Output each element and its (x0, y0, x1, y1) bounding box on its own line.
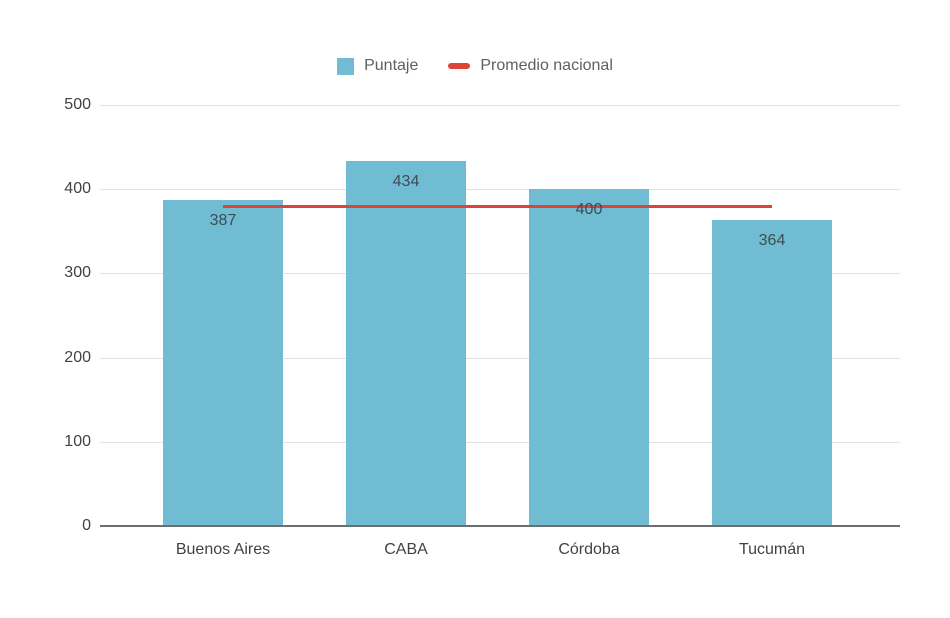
gridline-300 (100, 273, 900, 275)
legend-label-puntaje: Puntaje (364, 57, 419, 74)
bar-value-label: 434 (392, 172, 420, 190)
legend-label-promedio-nacional: Promedio nacional (480, 57, 613, 74)
gridline-100 (100, 441, 900, 443)
x-axis-label-buenos-aires: Buenos Aires (175, 541, 271, 558)
y-tick-label-0: 0 (82, 517, 91, 534)
promedio-nacional-line[interactable] (223, 205, 772, 209)
plot-area: 0 100 200 300 400 500 387 Buenos Aires 434 CABA 40… (64, 96, 900, 558)
bar-series-swatch-icon (337, 57, 355, 75)
line-series-swatch-icon (448, 63, 471, 69)
bar-value-label: 364 (758, 231, 786, 249)
gridline-200 (100, 357, 900, 359)
y-tick-label-200: 200 (64, 348, 91, 366)
y-tick-label-300: 300 (64, 264, 91, 282)
bar-córdoba[interactable] (529, 189, 649, 526)
x-axis-label-córdoba: Córdoba (558, 541, 620, 558)
y-tick-label-400: 400 (64, 180, 91, 198)
bar-caba[interactable] (346, 160, 466, 526)
legend-item-puntaje: Puntaje (337, 57, 418, 75)
bar-buenos-aires[interactable] (163, 200, 283, 526)
legend-item-promedio-nacional: Promedio nacional (448, 57, 613, 75)
bar-value-label: 387 (209, 212, 237, 230)
y-tick-label-100: 100 (64, 432, 91, 450)
bar-value-label: 400 (575, 201, 603, 219)
x-axis-label-tucumán: Tucumán (738, 541, 806, 558)
x-axis-label-caba: CABA (384, 541, 428, 558)
x-axis-baseline (100, 525, 900, 527)
y-tick-label-500: 500 (64, 96, 91, 113)
gridline-400 (100, 189, 900, 191)
gridline-500 (100, 105, 900, 106)
legend: Puntaje Promedio nacional (0, 57, 950, 75)
bar-tucumán[interactable] (712, 219, 832, 526)
